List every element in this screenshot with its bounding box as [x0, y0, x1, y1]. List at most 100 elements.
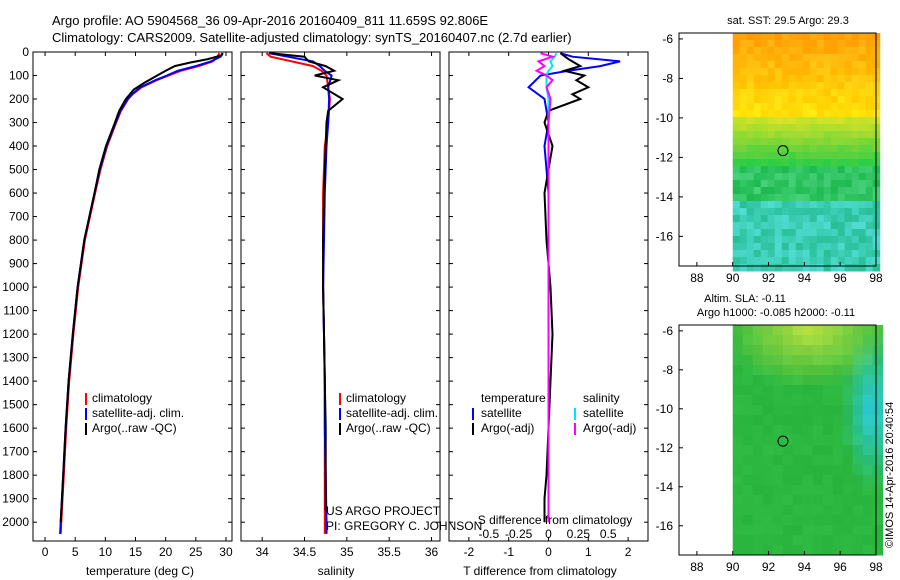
sla-map: 88 90 92 94 96 98 -6 -8 -10 -12 -14 -16 [656, 324, 884, 574]
map-cell [788, 236, 797, 244]
map-cell [852, 345, 864, 356]
map-cell [795, 47, 804, 55]
map-cell [823, 187, 832, 195]
map-cell [781, 54, 790, 62]
map-cell [739, 250, 748, 258]
imos-timestamp: ©IMOS 14-Apr-2016 20:40:54 [884, 402, 896, 548]
map-cell [753, 96, 762, 104]
legend-label-argo: Argo(..raw -QC) [346, 421, 431, 435]
map-cell [809, 124, 818, 132]
map-cell [872, 455, 884, 466]
map-cell [732, 385, 744, 396]
map-cell [832, 325, 844, 336]
map-cell [851, 124, 860, 132]
series-line-s-argo [534, 52, 556, 523]
map-x-tick-label: 98 [869, 271, 883, 285]
y-tick-label: 200 [9, 92, 29, 106]
map-cell [732, 54, 741, 62]
map-cell [809, 159, 818, 167]
map-cell [851, 166, 860, 174]
map-cell [781, 47, 790, 55]
map-cell [788, 103, 797, 111]
map-cell [816, 82, 825, 90]
map-cell [872, 495, 884, 506]
map-cell [774, 75, 783, 83]
map-y-tick-label: -6 [662, 32, 673, 46]
map-cell [842, 355, 854, 366]
difference-top-label: S difference from climatology [478, 513, 633, 527]
map-cell [858, 229, 867, 237]
map-cell [792, 365, 804, 376]
map-cell [802, 355, 814, 366]
map-cell [767, 40, 776, 48]
map-cell [760, 89, 769, 97]
map-cell [802, 236, 811, 244]
map-cell [812, 405, 824, 416]
map-cell [760, 145, 769, 153]
map-cell [802, 194, 811, 202]
map-cell [739, 194, 748, 202]
map-cell [852, 425, 864, 436]
map-cell [732, 445, 744, 456]
map-cell [767, 75, 776, 83]
map-cell [822, 535, 834, 546]
map-cell [788, 47, 797, 55]
y-tick-label: 1500 [2, 398, 29, 412]
map-cell [802, 89, 811, 97]
map-cell [760, 138, 769, 146]
series-line-argo [59, 52, 224, 523]
map-cell [865, 187, 874, 195]
map-cell [822, 525, 834, 536]
map-cell [753, 61, 762, 69]
map-cell [732, 180, 741, 188]
map-cell [752, 435, 764, 446]
x-tick-label: 10 [99, 545, 113, 559]
map-cell [752, 495, 764, 506]
map-cell [753, 243, 762, 251]
map-cell [812, 335, 824, 346]
map-cell [858, 124, 867, 132]
map-cell [816, 257, 825, 265]
map-cell [767, 82, 776, 90]
map-cell [837, 257, 846, 265]
map-cell [837, 131, 846, 139]
map-cell [788, 215, 797, 223]
map-cell [852, 335, 864, 346]
map-cell [788, 54, 797, 62]
map-cell [752, 325, 764, 336]
map-cell [782, 355, 794, 366]
map-cell [795, 145, 804, 153]
map-cell [858, 201, 867, 209]
map-cell [774, 40, 783, 48]
map-cell [816, 110, 825, 118]
map-cell [774, 208, 783, 216]
map-cell [851, 89, 860, 97]
map-cell [753, 229, 762, 237]
map-cell [823, 173, 832, 181]
map-cell [823, 264, 832, 272]
map-cell [760, 96, 769, 104]
sla-map-title-line-1: Altim. SLA: -0.11 [704, 293, 786, 305]
map-cell [795, 215, 804, 223]
map-cell [842, 525, 854, 536]
map-cell [788, 173, 797, 181]
map-cell [865, 110, 874, 118]
map-cell [822, 475, 834, 486]
map-cell [762, 445, 774, 456]
map-cell [837, 152, 846, 160]
map-cell [809, 96, 818, 104]
map-cell [781, 173, 790, 181]
map-cell [812, 515, 824, 526]
map-cell [823, 68, 832, 76]
map-cell [802, 103, 811, 111]
sst-map-frame [678, 32, 877, 267]
map-cell [746, 117, 755, 125]
map-cell [816, 96, 825, 104]
map-x-tick-label: 98 [869, 560, 883, 574]
map-cell [862, 525, 874, 536]
map-cell [844, 82, 853, 90]
map-cell [802, 54, 811, 62]
map-cell [865, 68, 874, 76]
map-cell [816, 131, 825, 139]
map-cell [781, 110, 790, 118]
